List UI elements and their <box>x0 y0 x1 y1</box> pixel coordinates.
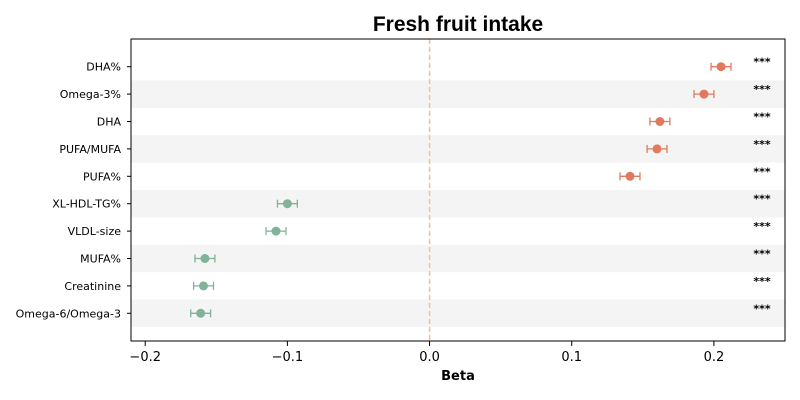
row-band <box>131 190 785 218</box>
y-axis-labels: DHA% Omega-3% DHA PUFA/MUFA PUFA% XL-HDL-TG% V… <box>16 61 131 320</box>
beta-point <box>652 144 662 154</box>
beta-point <box>200 254 210 263</box>
significance-label: *** <box>753 220 771 233</box>
row-label: VLDL-size <box>68 225 122 238</box>
row-label: Omega-3% <box>60 88 121 101</box>
row-label: Creatinine <box>64 280 121 293</box>
beta-point <box>196 308 206 318</box>
forest-row <box>619 171 641 181</box>
x-tick-label: 0.0 <box>419 350 440 365</box>
row-bands <box>131 80 785 327</box>
forest-row <box>693 89 715 99</box>
chart-title: Fresh fruit intake <box>373 13 543 36</box>
significance-label: *** <box>753 111 771 124</box>
significance-label: *** <box>753 56 771 69</box>
beta-point <box>655 117 665 126</box>
row-label: XL-HDL-TG% <box>52 198 121 211</box>
significance-label: *** <box>753 302 771 315</box>
significance-label: *** <box>753 138 771 151</box>
forest-row <box>194 254 216 263</box>
row-label: MUFA% <box>80 253 121 266</box>
forest-row <box>649 117 671 126</box>
row-band <box>131 80 785 108</box>
row-label: Omega-6/Omega-3 <box>16 307 121 320</box>
x-tick-label: −0.1 <box>272 350 304 365</box>
beta-point <box>716 62 726 72</box>
data-marks <box>190 62 732 318</box>
forest-row <box>276 199 298 209</box>
x-tick-label: −0.2 <box>129 350 161 365</box>
significance-label: *** <box>753 193 771 206</box>
beta-point <box>271 226 281 236</box>
forest-row <box>265 226 287 236</box>
beta-point <box>625 171 635 181</box>
forest-row <box>192 281 215 291</box>
x-axis-label: Beta <box>441 369 475 384</box>
beta-point <box>282 199 292 209</box>
significance-label: *** <box>753 248 771 261</box>
x-tick-label: 0.2 <box>704 350 725 365</box>
forest-row <box>646 144 668 154</box>
row-label: DHA <box>97 116 122 129</box>
row-label: PUFA% <box>83 170 121 183</box>
x-axis: −0.2 −0.1 0.0 0.1 0.2 <box>129 341 724 365</box>
row-label: PUFA/MUFA <box>59 143 121 156</box>
significance-labels: *** *** *** *** *** *** *** *** *** *** <box>753 56 771 316</box>
x-tick-label: 0.1 <box>561 350 582 365</box>
significance-label: *** <box>753 165 771 178</box>
significance-label: *** <box>753 275 771 288</box>
row-band <box>131 244 785 273</box>
row-label: DHA% <box>86 61 121 74</box>
forest-row <box>710 62 732 72</box>
significance-label: *** <box>753 83 771 96</box>
beta-point <box>199 281 209 291</box>
beta-point <box>699 89 709 99</box>
plot-frame <box>130 38 786 342</box>
row-band <box>131 299 785 327</box>
forest-row <box>190 308 212 318</box>
row-band <box>131 135 785 163</box>
